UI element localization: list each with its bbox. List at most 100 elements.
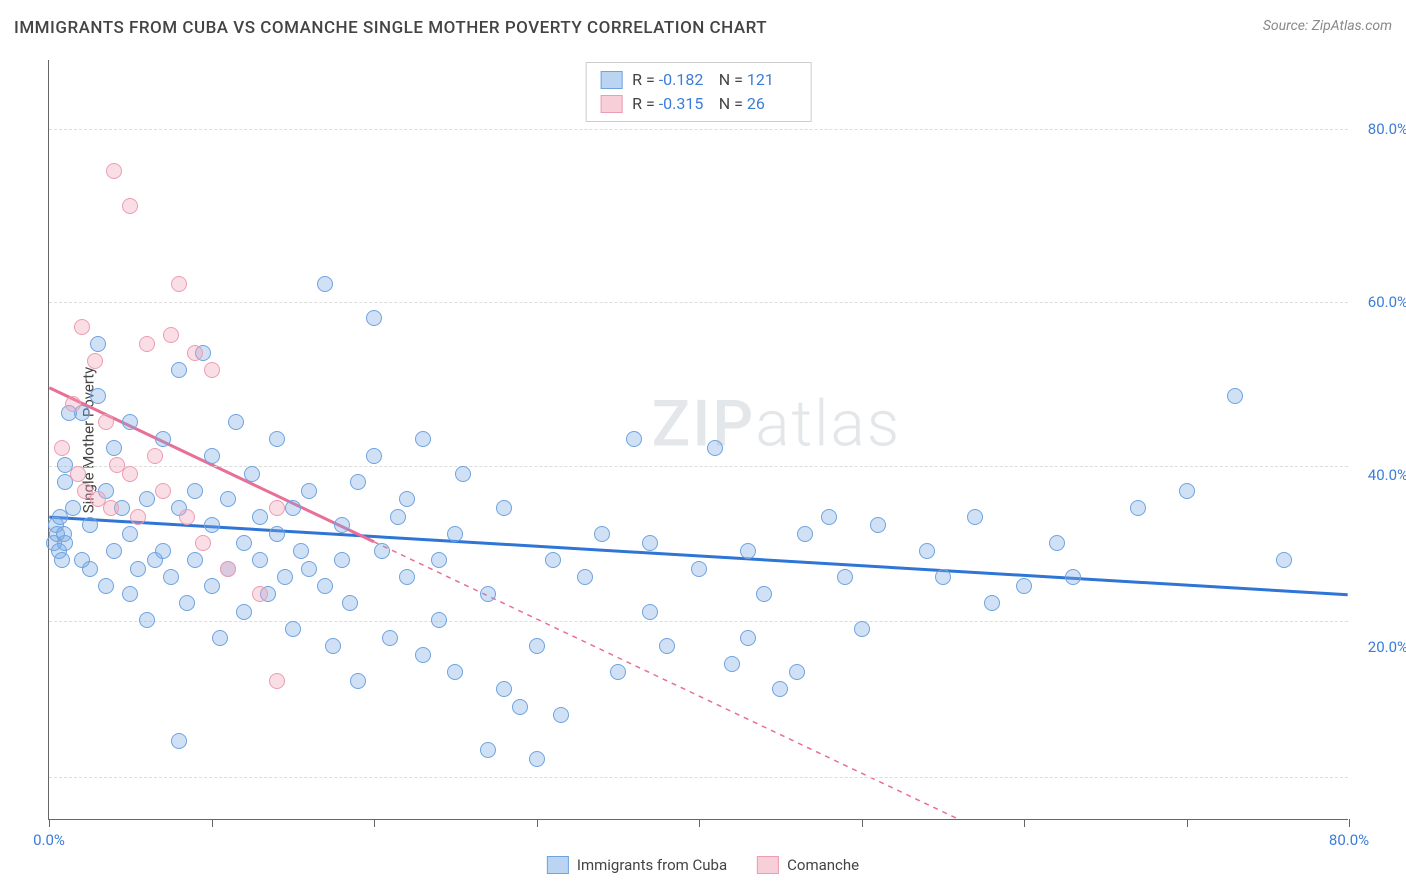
data-point — [594, 526, 610, 542]
source-label: Source: — [1263, 18, 1312, 34]
r-value: -0.315 — [659, 92, 709, 116]
data-point — [204, 448, 220, 464]
x-tick — [537, 819, 538, 827]
gridline — [49, 129, 1348, 130]
data-point — [82, 561, 98, 577]
data-point — [1049, 535, 1065, 551]
data-point — [325, 638, 341, 654]
trend-lines-svg — [49, 60, 1348, 819]
data-point — [147, 448, 163, 464]
data-point — [163, 569, 179, 585]
swatch-icon — [757, 856, 779, 874]
data-point — [447, 526, 463, 542]
data-point — [496, 681, 512, 697]
data-point — [577, 569, 593, 585]
data-point — [691, 561, 707, 577]
scatter-chart: Single Mother Poverty ZIPatlas R = -0.18… — [48, 60, 1348, 820]
data-point — [277, 569, 293, 585]
chart-header: IMMIGRANTS FROM CUBA VS COMANCHE SINGLE … — [14, 18, 1392, 38]
data-point — [740, 543, 756, 559]
data-point — [626, 431, 642, 447]
data-point — [106, 163, 122, 179]
data-point — [98, 414, 114, 430]
watermark: ZIPatlas — [652, 387, 902, 462]
data-point — [195, 535, 211, 551]
data-point — [106, 543, 122, 559]
data-point — [252, 586, 268, 602]
swatch-icon — [600, 71, 622, 89]
data-point — [553, 707, 569, 723]
data-point — [269, 500, 285, 516]
gridline — [49, 621, 1348, 622]
trend-line — [49, 517, 1347, 595]
data-point — [821, 509, 837, 525]
data-point — [103, 500, 119, 516]
x-tick — [374, 819, 375, 827]
data-point — [1065, 569, 1081, 585]
x-tick — [699, 819, 700, 827]
data-point — [919, 543, 935, 559]
data-point — [171, 733, 187, 749]
data-point — [122, 466, 138, 482]
data-point — [106, 440, 122, 456]
data-point — [163, 327, 179, 343]
data-point — [155, 431, 171, 447]
data-point — [139, 336, 155, 352]
x-tick — [49, 819, 50, 827]
data-point — [65, 396, 81, 412]
data-point — [529, 638, 545, 654]
data-point — [772, 681, 788, 697]
data-point — [334, 552, 350, 568]
data-point — [269, 431, 285, 447]
data-point — [480, 586, 496, 602]
data-point — [415, 647, 431, 663]
data-point — [967, 509, 983, 525]
data-point — [252, 552, 268, 568]
data-point — [382, 630, 398, 646]
data-point — [659, 638, 675, 654]
data-point — [789, 664, 805, 680]
series-name: Comanche — [787, 856, 859, 874]
data-point — [187, 483, 203, 499]
series-name: Immigrants from Cuba — [577, 856, 727, 874]
data-point — [171, 362, 187, 378]
y-tick-label: 40.0% — [1353, 466, 1406, 484]
data-point — [350, 474, 366, 490]
data-point — [545, 552, 561, 568]
swatch-icon — [547, 856, 569, 874]
legend-row-series-0: R = -0.182 N = 121 — [600, 68, 797, 92]
data-point — [57, 535, 73, 551]
gridline — [49, 302, 1348, 303]
data-point — [252, 509, 268, 525]
data-point — [707, 440, 723, 456]
watermark-light: atlas — [755, 387, 901, 462]
data-point — [54, 440, 70, 456]
data-point — [431, 612, 447, 628]
r-prefix: R = — [632, 94, 659, 113]
data-point — [74, 319, 90, 335]
data-point — [87, 353, 103, 369]
x-tick — [1349, 819, 1350, 827]
data-point — [529, 751, 545, 767]
data-point — [54, 552, 70, 568]
data-point — [317, 276, 333, 292]
data-point — [236, 604, 252, 620]
data-point — [285, 500, 301, 516]
data-point — [642, 535, 658, 551]
correlation-legend: R = -0.182 N = 121 R = -0.315 N = 26 — [585, 62, 812, 122]
data-point — [204, 362, 220, 378]
y-tick-label: 60.0% — [1353, 293, 1406, 311]
data-point — [480, 742, 496, 758]
data-point — [334, 517, 350, 533]
data-point — [935, 569, 951, 585]
y-tick-label: 80.0% — [1353, 120, 1406, 138]
source-attribution: Source: ZipAtlas.com — [1263, 18, 1392, 34]
legend-item-series-0: Immigrants from Cuba — [547, 856, 727, 874]
legend-row-series-1: R = -0.315 N = 26 — [600, 92, 797, 116]
data-point — [374, 543, 390, 559]
data-point — [122, 198, 138, 214]
data-point — [98, 578, 114, 594]
data-point — [399, 569, 415, 585]
data-point — [204, 517, 220, 533]
data-point — [139, 491, 155, 507]
